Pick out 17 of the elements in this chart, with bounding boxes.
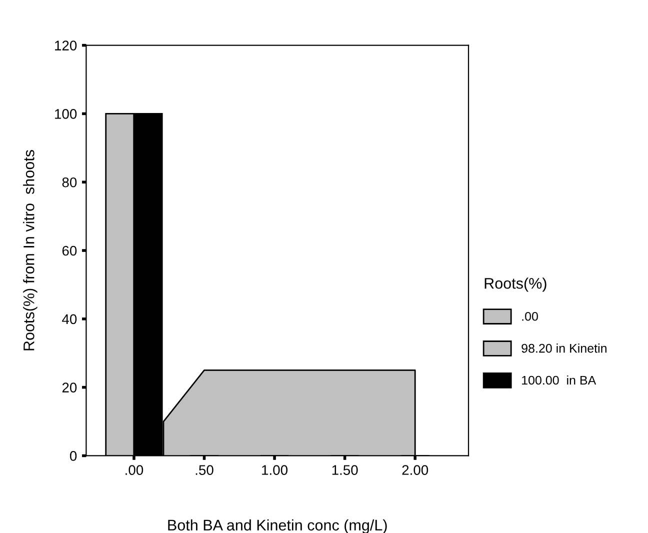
legend-title: Roots(%)	[484, 278, 546, 292]
y-axis-title: Roots(%) from In vitro shoots	[23, 150, 38, 350]
y-tick-label: 40	[62, 314, 77, 324]
y-tick-label: 60	[62, 246, 77, 256]
y-tick-label: 20	[62, 382, 77, 392]
x-tick-label: 1.50	[332, 465, 358, 475]
y-tick-label: 80	[62, 177, 77, 188]
legend-label: .00	[522, 312, 538, 321]
x-tick-label: .00	[126, 465, 144, 475]
x-tick-label: 2.00	[402, 465, 428, 475]
y-tick-label: 100	[55, 109, 77, 119]
y-tick-label: 120	[55, 40, 77, 50]
legend-label: 98.20 in Kinetin	[522, 344, 606, 353]
x-tick-label: 1.00	[262, 465, 288, 475]
legend-label: 100.00 in BA	[522, 376, 596, 385]
x-tick-label: .50	[196, 465, 214, 475]
y-tick-label: 0	[70, 451, 77, 461]
